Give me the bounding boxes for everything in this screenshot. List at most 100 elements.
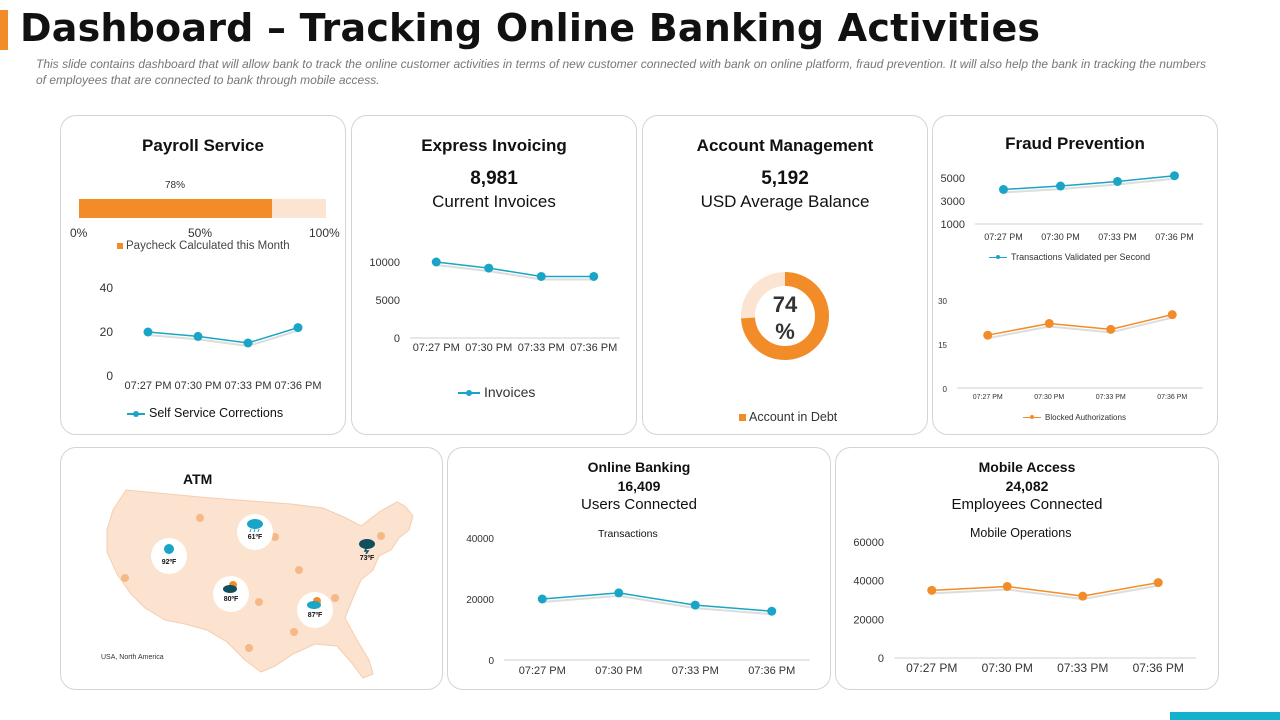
card-title: Payroll Service bbox=[142, 136, 264, 155]
footer-accent-bar bbox=[1170, 712, 1280, 720]
x-tick-label: 07:36 PM bbox=[274, 380, 321, 392]
legend-swatch bbox=[739, 414, 746, 421]
mobile-access-card: Mobile Access 24,082 Employees Connected… bbox=[835, 447, 1219, 690]
x-tick-label: 07:33 PM bbox=[224, 380, 271, 392]
progress-tick-100: 100% bbox=[309, 226, 340, 240]
data-point bbox=[537, 594, 547, 604]
data-point bbox=[1078, 591, 1088, 601]
y-tick-label: 0 bbox=[943, 385, 948, 394]
chart-legend: Account in Debt bbox=[739, 410, 837, 424]
balance-label: USD Average Balance bbox=[700, 192, 870, 211]
y-tick-label: 60000 bbox=[853, 537, 884, 549]
usa-map bbox=[106, 489, 414, 679]
chart-title: Transactions bbox=[598, 528, 658, 540]
weather-badge: 73ºF bbox=[349, 534, 385, 570]
y-tick-label: 0 bbox=[394, 333, 400, 345]
x-tick-label: 07:27 PM bbox=[413, 342, 460, 354]
y-tick-label: 0 bbox=[488, 656, 494, 667]
invoicing-card: Express Invoicing 8,981 Current Invoices… bbox=[351, 115, 637, 435]
y-tick-label: 40 bbox=[100, 281, 114, 295]
y-tick-label: 20 bbox=[100, 325, 114, 339]
data-point bbox=[690, 600, 700, 610]
fraud-card: Fraud Prevention 1000 3000 5000 07:27 PM 07:… bbox=[932, 115, 1218, 435]
weather-badge: 92ºF bbox=[151, 538, 187, 574]
x-tick-label: 07:36 PM bbox=[1157, 394, 1187, 401]
x-tick-label: 07:30 PM bbox=[982, 661, 1033, 675]
employees-label: Employees Connected bbox=[951, 496, 1103, 513]
series-line bbox=[987, 313, 1173, 336]
sun-cloud-icon bbox=[223, 581, 237, 593]
y-tick-label: 0 bbox=[106, 369, 113, 383]
atm-markers bbox=[121, 514, 385, 652]
data-point bbox=[1153, 578, 1163, 588]
invoices-chart: 0 5000 10000 07:27 PM 07:30 PM 07:33 PM 07:36 … bbox=[369, 257, 620, 354]
legend-text: Paycheck Calculated this Month bbox=[126, 240, 290, 252]
data-point bbox=[589, 271, 599, 281]
y-tick-label: 5000 bbox=[376, 295, 400, 307]
data-point bbox=[484, 263, 494, 273]
progress-label: 78% bbox=[165, 180, 186, 191]
account-card: Account Management 5,192 USD Average Bal… bbox=[642, 115, 928, 435]
x-tick-label: 07:27 PM bbox=[519, 665, 566, 677]
y-tick-label: 20000 bbox=[853, 614, 884, 626]
x-tick-label: 07:36 PM bbox=[570, 342, 617, 354]
series-shadow bbox=[147, 329, 299, 348]
card-title: Account Management bbox=[696, 136, 874, 155]
x-tick-label: 07:27 PM bbox=[973, 394, 1003, 401]
x-tick-label: 07:33 PM bbox=[1096, 394, 1126, 401]
chart-legend: Invoices bbox=[458, 384, 535, 400]
progress-track bbox=[79, 199, 326, 218]
transactions-chart: 0 20000 40000 07:27 PM 07:30 PM 07:33 PM 07:36… bbox=[466, 534, 810, 677]
legend-text: Invoices bbox=[484, 384, 536, 400]
legend-line-marker bbox=[127, 410, 145, 417]
balance-value: 5,192 bbox=[761, 168, 809, 189]
legend-text: Blocked Authorizations bbox=[1045, 413, 1126, 422]
x-tick-label: 07:36 PM bbox=[1133, 661, 1184, 675]
legend-line-marker bbox=[1023, 415, 1041, 420]
donut-fill bbox=[741, 272, 829, 360]
data-point bbox=[293, 323, 303, 333]
series-line bbox=[436, 261, 594, 278]
weather-temp: 73ºF bbox=[359, 555, 375, 562]
y-tick-label: 3000 bbox=[941, 196, 965, 208]
weather-badge: 87ºF bbox=[297, 592, 333, 628]
x-tick-label: 07:30 PM bbox=[1034, 394, 1064, 401]
progress-fill bbox=[79, 199, 272, 218]
x-tick-label: 07:30 PM bbox=[1041, 232, 1080, 242]
x-tick-label: 07:27 PM bbox=[984, 232, 1023, 242]
data-point bbox=[536, 271, 546, 281]
progress-legend: Paycheck Calculated this Month bbox=[117, 240, 290, 252]
series-shadow bbox=[1003, 177, 1175, 194]
data-point bbox=[927, 585, 937, 595]
employees-count: 24,082 bbox=[1005, 478, 1049, 494]
invoice-label: Current Invoices bbox=[432, 192, 556, 211]
y-tick-label: 40000 bbox=[853, 576, 884, 588]
weather-temp: 61ºF bbox=[247, 534, 263, 541]
x-tick-label: 07:27 PM bbox=[124, 380, 171, 392]
x-tick-label: 07:27 PM bbox=[906, 661, 957, 675]
page-description: This slide contains dashboard that will … bbox=[36, 57, 1206, 87]
users-label: Users Connected bbox=[581, 496, 697, 513]
page-title: Dashboard – Tracking Online Banking Acti… bbox=[20, 6, 1041, 50]
legend-line-marker bbox=[458, 390, 480, 397]
usa-map-shape bbox=[106, 489, 414, 679]
legend-text: Self Service Corrections bbox=[149, 406, 284, 420]
data-point bbox=[143, 327, 153, 337]
series-shadow bbox=[436, 264, 594, 281]
online-banking-card: Online Banking 16,409 Users Connected Tr… bbox=[447, 447, 831, 690]
series-line bbox=[1003, 174, 1175, 191]
debt-donut bbox=[741, 272, 829, 360]
transactions-validated-chart: 1000 3000 5000 07:27 PM 07:30 PM 07:33 PM 07:3… bbox=[941, 171, 1203, 242]
series-line bbox=[147, 326, 299, 344]
self-service-chart: 0 20 40 07:27 PM 07:30 PM 07:33 PM 07:36 PM bbox=[100, 281, 322, 392]
legend-swatch bbox=[117, 243, 123, 249]
invoice-count: 8,981 bbox=[470, 168, 518, 189]
chart-legend: Transactions Validated per Second bbox=[989, 252, 1150, 262]
x-tick-label: 07:33 PM bbox=[518, 342, 565, 354]
y-tick-label: 10000 bbox=[369, 257, 400, 269]
y-tick-label: 20000 bbox=[466, 595, 494, 606]
y-tick-label: 0 bbox=[878, 653, 884, 665]
y-tick-label: 15 bbox=[938, 341, 947, 350]
series-shadow bbox=[987, 316, 1173, 340]
data-point bbox=[767, 606, 777, 616]
